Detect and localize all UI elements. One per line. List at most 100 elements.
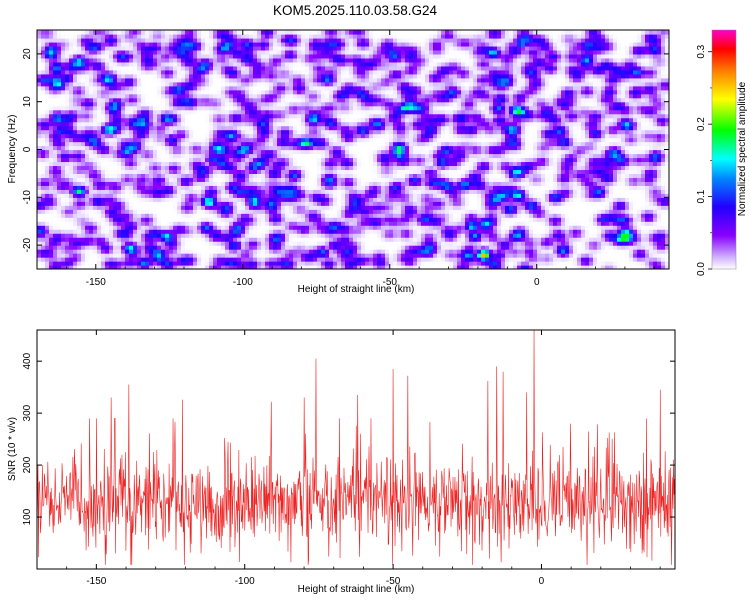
heatmap-cell [489,229,494,234]
heatmap-cell [477,181,482,186]
heatmap-cell [489,257,494,262]
heatmap-cell [401,149,406,155]
heatmap-cell [453,237,458,242]
heatmap-cell [317,157,322,163]
heatmap-cell [261,193,266,198]
heatmap-cell [261,181,266,186]
heatmap-cell [589,201,594,206]
heatmap-cell [121,161,126,167]
heatmap-cell [105,249,110,254]
heatmap-cell [405,225,410,230]
heatmap-cell [453,229,458,234]
heatmap-cell [121,197,126,202]
heatmap-cell [97,221,102,226]
heatmap-cell [229,253,234,258]
heatmap-cell [621,225,626,230]
heatmap-cell [49,221,54,226]
heatmap-cell [329,157,334,163]
heatmap-cell [209,249,214,254]
heatmap-cell [125,253,130,258]
heatmap-cell [641,253,646,258]
heatmap-cell [489,213,494,218]
heatmap-cell [221,205,226,210]
heatmap-cell [453,157,458,163]
heatmap-cell [505,165,510,171]
heatmap-cell [565,241,570,246]
heatmap-cell [509,233,514,238]
heatmap-cell [633,261,638,266]
heatmap-cell [121,261,126,266]
heatmap-cell [153,145,158,151]
heatmap-cell [493,237,498,242]
heatmap-cell [465,213,470,218]
heatmap-cell [429,185,434,190]
heatmap-cell [425,161,430,167]
heatmap-cell [97,257,102,262]
heatmap-cell [545,233,550,238]
heatmap-cell [277,149,282,155]
heatmap-cell [257,197,262,202]
heatmap-cell [265,157,270,163]
heatmap-cell [165,225,170,230]
heatmap-cell [649,169,654,174]
heatmap-cell [105,225,110,230]
heatmap-cell [649,245,654,250]
heatmap-cell [525,157,530,163]
heatmap-cell [381,249,386,254]
heatmap-cell [433,225,438,230]
heatmap-cell [241,261,246,266]
heatmap-cell [141,165,146,171]
heatmap-cell [149,169,154,174]
heatmap-cell [653,209,658,214]
heatmap-cell [585,157,590,163]
heatmap-cell [89,209,94,214]
heatmap-cell [445,149,450,155]
heatmap-cell [469,193,474,198]
heatmap-cell [225,193,230,198]
heatmap-cell [585,205,590,210]
heatmap-cell [281,257,286,262]
heatmap-cell [197,261,202,266]
heatmap-cell [585,261,590,266]
heatmap-cell [353,261,358,266]
heatmap-cell [509,169,514,174]
heatmap-cell [549,157,554,163]
heatmap-cell [501,153,506,159]
heatmap-cell [569,213,574,218]
heatmap-cell [449,261,454,266]
heatmap-cell [245,229,250,234]
heatmap-cell [137,225,142,230]
heatmap-cell [293,153,298,159]
heatmap-cell [657,257,662,262]
heatmap-cell [157,249,162,254]
heatmap-cell [621,173,626,178]
heatmap-cell [117,237,122,242]
heatmap-cell [557,233,562,238]
heatmap-cell [189,245,194,250]
heatmap-cell [497,225,502,230]
heatmap-cell [593,157,598,163]
heatmap-cell [661,145,666,151]
heatmap-cell [341,209,346,214]
heatmap-cell [541,169,546,174]
heatmap-cell [417,221,422,226]
heatmap-cell [121,257,126,262]
heatmap-cell [661,193,666,198]
heatmap-cell [557,229,562,234]
heatmap-cell [389,213,394,218]
heatmap-cell [201,153,206,159]
heatmap-cell [405,145,410,151]
heatmap-cell [41,161,46,167]
heatmap-cell [109,149,114,155]
heatmap-cell [129,237,134,242]
heatmap-cell [585,265,590,269]
heatmap-cell [169,225,174,230]
heatmap-cell [397,181,402,186]
heatmap-cell [505,233,510,238]
heatmap-cell [289,245,294,250]
heatmap-cell [61,205,66,210]
heatmap-cell [477,221,482,226]
heatmap-cell [593,245,598,250]
heatmap-cell [473,181,478,186]
heatmap-cell [209,165,214,171]
